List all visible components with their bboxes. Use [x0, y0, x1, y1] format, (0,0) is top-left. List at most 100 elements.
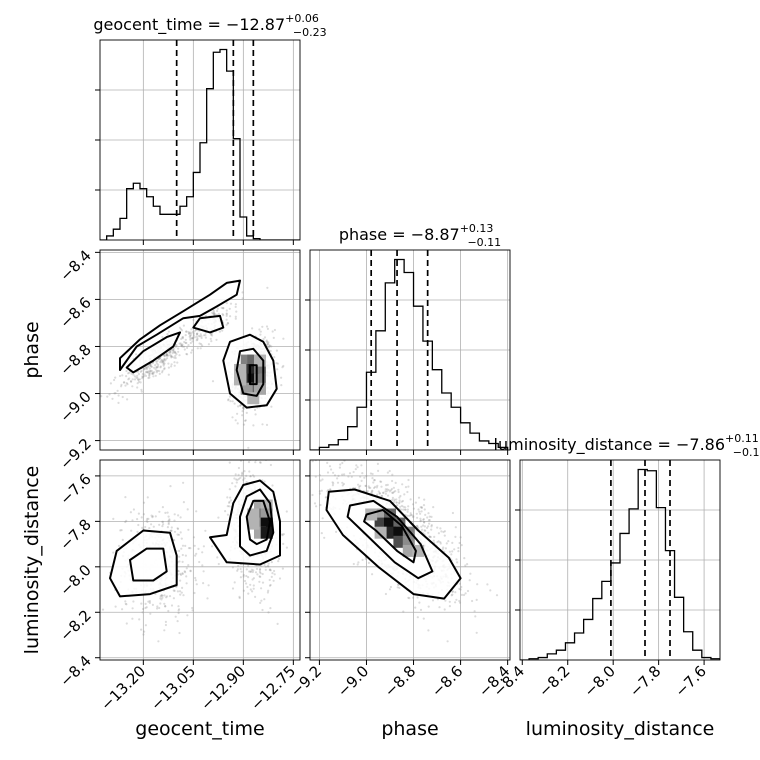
scatter-point	[275, 349, 278, 352]
scatter-point	[271, 572, 274, 575]
x-tick-label: −8.2	[535, 662, 573, 700]
x-tick-label: −13.20	[97, 662, 149, 714]
scatter-point	[170, 365, 173, 368]
scatter-point	[406, 514, 409, 517]
scatter-point	[407, 505, 410, 508]
scatter-point	[182, 345, 186, 348]
scatter-point	[254, 413, 257, 416]
scatter-point	[236, 478, 239, 481]
scatter-point	[169, 529, 172, 533]
density-cell	[402, 544, 415, 557]
scatter-point	[170, 526, 173, 529]
panel-frame	[519, 459, 721, 661]
scatter-point	[143, 367, 146, 370]
scatter-point	[137, 378, 140, 381]
x-axis-label: geocent_time	[135, 718, 264, 740]
scatter-point	[146, 364, 150, 367]
scatter-point	[266, 564, 269, 568]
scatter-point	[228, 500, 231, 503]
scatter-point	[121, 608, 124, 611]
scatter-point	[428, 515, 431, 518]
scatter-point	[243, 477, 246, 480]
scatter-point	[259, 601, 262, 605]
scatter-point	[281, 533, 284, 536]
scatter-point	[176, 590, 179, 593]
scatter-point	[123, 381, 126, 384]
scatter-point	[163, 355, 166, 358]
scatter-point	[163, 359, 166, 362]
scatter-point	[318, 474, 321, 477]
scatter-point	[422, 518, 425, 522]
scatter-point	[161, 525, 164, 528]
scatter-point	[420, 525, 423, 528]
scatter-point	[144, 371, 147, 374]
scatter-point	[442, 546, 445, 549]
scatter-point	[121, 538, 124, 542]
scatter-point	[357, 561, 360, 564]
scatter-point	[239, 404, 242, 407]
scatter-point	[427, 605, 430, 608]
scatter-point	[180, 547, 183, 550]
scatter-point	[364, 557, 367, 561]
scatter-point	[155, 371, 158, 374]
scatter-point	[217, 516, 220, 519]
scatter-point	[437, 540, 440, 543]
scatter-point	[416, 616, 419, 619]
scatter-point	[242, 575, 245, 578]
scatter-point	[173, 539, 176, 542]
scatter-point	[190, 337, 193, 340]
scatter-point	[200, 335, 203, 338]
scatter-point	[126, 383, 129, 386]
scatter-point	[133, 375, 136, 378]
scatter-point	[185, 330, 188, 333]
scatter-point	[173, 589, 176, 593]
scatter-point	[202, 545, 205, 548]
scatter-point	[159, 361, 162, 364]
scatter-point	[183, 570, 186, 573]
scatter-point	[130, 380, 133, 383]
y-tick-label: −7.8	[56, 515, 94, 553]
scatter-point	[373, 479, 376, 482]
scatter-point	[404, 486, 408, 489]
scatter-point	[170, 363, 173, 366]
title-minus: −0.23	[293, 26, 327, 39]
contour-line	[245, 499, 271, 546]
title-param: luminosity_distance	[494, 435, 653, 455]
histogram-luminosity_distance	[520, 468, 720, 660]
scatter-point	[156, 605, 159, 608]
scatter-point	[400, 508, 403, 511]
scatter-point	[127, 372, 130, 375]
scatter-point	[231, 400, 234, 403]
scatter-point	[226, 322, 229, 325]
scatter-point	[175, 353, 178, 356]
scatter-point	[446, 640, 449, 643]
scatter-point	[170, 355, 173, 358]
scatter-point	[376, 493, 379, 496]
scatter-point	[249, 588, 252, 591]
scatter-point	[117, 394, 120, 397]
scatter-point	[352, 562, 355, 566]
scatter-point	[276, 368, 279, 371]
scatter-point	[174, 345, 177, 348]
scatter-point	[431, 599, 435, 602]
scatter-point	[249, 475, 252, 478]
scatter-point	[430, 528, 433, 531]
scatter-point	[197, 334, 200, 338]
scatter-point	[331, 484, 334, 487]
scatter-point	[231, 482, 234, 485]
scatter-point	[176, 620, 179, 623]
scatter-point	[225, 323, 228, 326]
scatter-point	[143, 375, 146, 378]
scatter-point	[391, 491, 394, 494]
scatter-point	[135, 376, 138, 379]
scatter-point	[161, 506, 164, 509]
scatter-point	[114, 605, 117, 608]
scatter-point	[321, 517, 324, 520]
scatter-point	[187, 547, 191, 550]
scatter-point	[124, 520, 127, 524]
scatter-point	[202, 582, 205, 585]
scatter-point	[442, 530, 445, 534]
scatter-point	[131, 607, 134, 610]
scatter-point	[448, 550, 451, 553]
scatter-point	[149, 363, 152, 366]
